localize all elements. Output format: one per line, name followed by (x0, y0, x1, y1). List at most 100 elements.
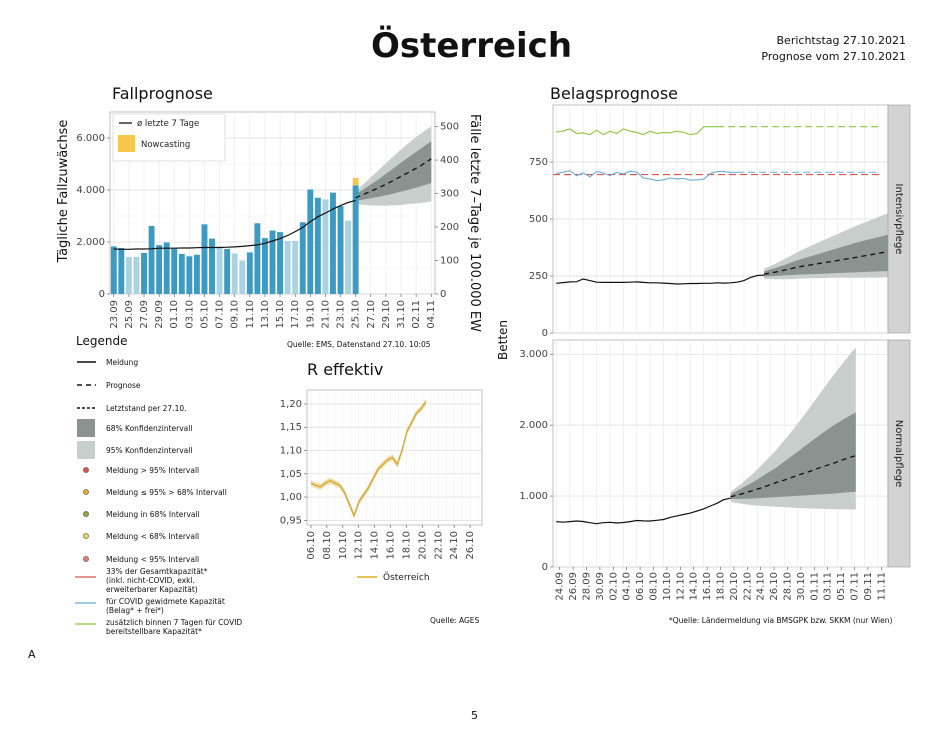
belag-xtick-label: 26.10 (769, 572, 780, 601)
legend-meldung: Meldung (106, 358, 139, 367)
fall-xtick-label: 23.10 (336, 300, 347, 329)
fall-bar (231, 253, 238, 294)
belag-xtick-label: 02.10 (608, 572, 619, 601)
fall-xtick-label: 25.10 (351, 300, 362, 329)
belag-xtick-label: 18.10 (716, 572, 727, 601)
belag-forecast-line (763, 250, 890, 275)
fall-xtick-label: 01.10 (169, 300, 180, 329)
legend-dot-gt95 (83, 467, 89, 473)
fall-ytick-label: 2.000 (76, 237, 105, 248)
fall-bar (133, 256, 140, 294)
fall-ci68-band (355, 141, 432, 201)
fall-xtick-label: 31.10 (396, 300, 407, 329)
legend-letztstand: Letztstand per 27.10. (106, 404, 187, 413)
reff-ytick-label: 1,20 (280, 399, 302, 410)
fall-bar (239, 260, 246, 294)
belag-xtick-label: 16.10 (702, 572, 713, 601)
fall-y2label: Fälle letzte 7–Tage je 100.000 EW (467, 114, 482, 332)
belag-facet-label: Intensivpflege (893, 184, 904, 255)
belag-capcov-line (556, 170, 738, 182)
reff-xtick-label: 08.10 (322, 531, 333, 560)
fall-xtick-label: 15.10 (275, 300, 286, 329)
legend-title: Legende (76, 334, 128, 348)
fall-xtick-label: 21.10 (320, 300, 331, 329)
belag-xtick-label: 09.11 (863, 572, 874, 601)
legend-m-lt68: Meldung < 68% Intervall (106, 532, 200, 541)
fall-bar (246, 252, 253, 294)
fall-xtick-label: 19.10 (305, 300, 316, 329)
legend-capcov-2: (Belag* + frei*) (106, 606, 164, 615)
fall-bar (345, 220, 352, 294)
fall-xtick-label: 13.10 (260, 300, 271, 329)
fall-xtick-label: 25.09 (124, 300, 135, 329)
fall-xtick-label: 04.11 (426, 300, 437, 329)
belag-facet-label: Normalpflege (893, 420, 904, 487)
belag-xtick-label: 06.10 (635, 572, 646, 601)
fall-bar (314, 197, 321, 294)
legend-ci95: 95% Konfidenzintervall (106, 446, 193, 455)
fall-xtick-label: 07.10 (215, 300, 226, 329)
legend-dot-lt95 (83, 556, 89, 562)
fall-legend-nowcast-symbol (118, 135, 135, 152)
reff-xtick-label: 20.10 (417, 531, 428, 560)
belag-ytick-label: 2.000 (519, 420, 548, 431)
fall-xtick-label: 17.10 (290, 300, 301, 329)
legend-cap33-3: erweiterbarer Kapazität) (106, 585, 198, 594)
fall-avg-line (113, 199, 356, 250)
fall-bar (224, 249, 231, 294)
belag-xtick-label: 30.10 (796, 572, 807, 601)
legend-capcov-1: für COVID gewidmete Kapazität (106, 597, 225, 606)
fall-y2tick-label: 100 (440, 256, 459, 267)
fall-xtick-label: 23.09 (109, 300, 120, 329)
legend-m-95-68: Meldung ≤ 95% > 68% Intervall (106, 488, 227, 497)
reff-legend-label: Österreich (383, 572, 430, 583)
report-day: Berichtstag 27.10.2021 (776, 34, 906, 47)
fall-bar (284, 240, 291, 294)
reff-xtick-label: 16.10 (386, 531, 397, 560)
fall-bar (178, 253, 185, 294)
belag-ytick-label: 1.000 (519, 491, 548, 502)
belag-ytick-label: 500 (529, 214, 548, 225)
fall-xtick-label: 03.10 (184, 300, 195, 329)
fall-y2tick-label: 200 (440, 222, 459, 233)
belag-xtick-label: 11.11 (876, 572, 887, 601)
legend-swatch-ci95 (77, 441, 95, 459)
fall-xtick-label: 11.10 (245, 300, 256, 329)
belag-xtick-label: 28.10 (783, 572, 794, 601)
belag-xtick-label: 24.09 (555, 572, 566, 601)
fall-legend-line-label: ø letzte 7 Tage (137, 119, 199, 129)
reff-xtick-label: 22.10 (433, 531, 444, 560)
fall-bar (292, 240, 299, 294)
fall-bar (148, 225, 155, 294)
belag-meldung-line (556, 497, 731, 525)
fall-y2tick-label: 0 (440, 289, 446, 300)
reff-source: Quelle: AGES (430, 616, 480, 625)
fall-ytick-label: 6.000 (76, 133, 105, 144)
corner-letter: A (28, 648, 36, 661)
belag-xtick-label: 03.11 (823, 572, 834, 601)
belag-xtick-label: 12.10 (675, 572, 686, 601)
belag-facet-strip (887, 104, 911, 334)
belag-xtick-label: 10.10 (662, 572, 673, 601)
fall-bar (307, 189, 314, 294)
fall-xtick-label: 05.10 (199, 300, 210, 329)
page-number: 5 (471, 709, 478, 722)
fall-xtick-label: 27.09 (139, 300, 150, 329)
fall-bar (110, 246, 117, 294)
page-title: Österreich (370, 26, 573, 66)
belag-ytick-label: 0 (542, 562, 548, 573)
fall-bar (299, 222, 306, 294)
belag-xtick-label: 24.10 (756, 572, 767, 601)
fall-y2tick-label: 300 (440, 189, 459, 200)
fall-bar (216, 246, 223, 294)
fall-legend-nowcast-label: Nowcasting (141, 140, 190, 150)
reff-ytick-label: 1,15 (280, 422, 302, 433)
reff-xtick-label: 18.10 (401, 531, 412, 560)
belag-xtick-label: 01.11 (809, 572, 820, 601)
belag-meldung-line (556, 274, 765, 285)
fall-y2tick-label: 500 (440, 122, 459, 133)
belag-ci68-band (764, 234, 890, 277)
belag-capadd-line (556, 126, 718, 136)
reff-xtick-label: 06.10 (306, 531, 317, 560)
fall-bar (352, 185, 359, 294)
